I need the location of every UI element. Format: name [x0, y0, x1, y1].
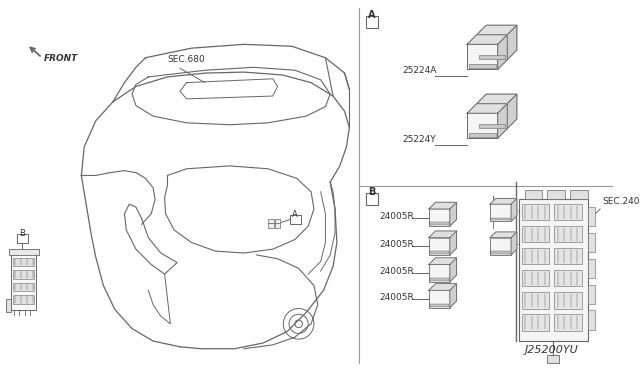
FancyBboxPatch shape	[588, 259, 595, 278]
Text: A: A	[292, 210, 298, 219]
FancyBboxPatch shape	[588, 233, 595, 252]
Text: 24005R: 24005R	[379, 293, 414, 302]
FancyBboxPatch shape	[588, 285, 595, 304]
FancyBboxPatch shape	[429, 222, 449, 225]
Polygon shape	[508, 94, 517, 129]
FancyBboxPatch shape	[588, 207, 595, 226]
FancyBboxPatch shape	[522, 270, 549, 286]
Text: 25224Y: 25224Y	[402, 135, 436, 144]
FancyBboxPatch shape	[554, 292, 582, 308]
FancyBboxPatch shape	[275, 223, 280, 228]
Polygon shape	[429, 231, 456, 238]
FancyBboxPatch shape	[469, 133, 496, 137]
FancyBboxPatch shape	[467, 44, 498, 69]
FancyBboxPatch shape	[554, 226, 582, 243]
FancyBboxPatch shape	[522, 248, 549, 264]
FancyBboxPatch shape	[429, 209, 450, 226]
FancyBboxPatch shape	[429, 251, 449, 254]
Text: B: B	[368, 187, 376, 197]
Polygon shape	[498, 104, 508, 138]
FancyBboxPatch shape	[477, 104, 508, 129]
Polygon shape	[477, 94, 517, 104]
FancyBboxPatch shape	[522, 314, 549, 331]
FancyBboxPatch shape	[13, 258, 35, 266]
FancyBboxPatch shape	[522, 226, 549, 243]
FancyBboxPatch shape	[290, 215, 301, 224]
Polygon shape	[490, 232, 517, 238]
FancyBboxPatch shape	[477, 35, 508, 60]
Polygon shape	[429, 258, 456, 264]
FancyBboxPatch shape	[490, 238, 511, 255]
Polygon shape	[450, 258, 456, 282]
FancyBboxPatch shape	[554, 248, 582, 264]
FancyBboxPatch shape	[554, 314, 582, 331]
FancyBboxPatch shape	[268, 218, 274, 223]
Polygon shape	[429, 202, 456, 209]
FancyBboxPatch shape	[570, 190, 588, 199]
FancyBboxPatch shape	[429, 238, 450, 255]
Polygon shape	[450, 283, 456, 308]
Polygon shape	[467, 104, 508, 113]
Polygon shape	[490, 198, 517, 204]
Polygon shape	[429, 283, 456, 290]
FancyBboxPatch shape	[268, 223, 274, 228]
Polygon shape	[450, 231, 456, 255]
Polygon shape	[508, 25, 517, 60]
FancyBboxPatch shape	[365, 16, 378, 28]
Polygon shape	[498, 35, 508, 69]
Polygon shape	[511, 198, 517, 221]
FancyBboxPatch shape	[8, 249, 39, 255]
Text: FRONT: FRONT	[44, 54, 78, 62]
FancyBboxPatch shape	[6, 299, 10, 312]
FancyBboxPatch shape	[13, 295, 35, 304]
FancyBboxPatch shape	[490, 204, 511, 221]
FancyBboxPatch shape	[12, 253, 36, 310]
FancyBboxPatch shape	[554, 204, 582, 221]
Text: SEC.240: SEC.240	[602, 197, 639, 206]
FancyBboxPatch shape	[275, 218, 280, 223]
Text: 24005R: 24005R	[379, 212, 414, 221]
FancyBboxPatch shape	[13, 270, 35, 279]
FancyBboxPatch shape	[491, 251, 510, 254]
Text: 24005R: 24005R	[379, 267, 414, 276]
FancyBboxPatch shape	[519, 199, 588, 341]
FancyBboxPatch shape	[429, 264, 450, 282]
FancyBboxPatch shape	[547, 355, 559, 363]
Text: SEC.680: SEC.680	[168, 55, 205, 64]
Text: B: B	[19, 229, 25, 238]
FancyBboxPatch shape	[525, 190, 541, 199]
FancyBboxPatch shape	[479, 124, 506, 128]
FancyBboxPatch shape	[547, 190, 564, 199]
FancyBboxPatch shape	[467, 113, 498, 138]
FancyBboxPatch shape	[522, 292, 549, 308]
FancyBboxPatch shape	[429, 278, 449, 281]
FancyBboxPatch shape	[491, 218, 510, 221]
FancyBboxPatch shape	[479, 55, 506, 59]
FancyBboxPatch shape	[588, 310, 595, 330]
FancyBboxPatch shape	[365, 193, 378, 205]
Polygon shape	[450, 202, 456, 226]
Text: 24005R: 24005R	[379, 240, 414, 249]
FancyBboxPatch shape	[469, 64, 496, 68]
Polygon shape	[477, 25, 517, 35]
Text: A: A	[368, 10, 376, 20]
FancyBboxPatch shape	[429, 290, 450, 308]
Polygon shape	[467, 35, 508, 44]
FancyBboxPatch shape	[522, 204, 549, 221]
Text: 25224A: 25224A	[402, 66, 436, 75]
Text: J25200YU: J25200YU	[525, 344, 579, 355]
FancyBboxPatch shape	[429, 304, 449, 307]
Polygon shape	[511, 232, 517, 255]
FancyBboxPatch shape	[13, 283, 35, 291]
FancyBboxPatch shape	[554, 270, 582, 286]
FancyBboxPatch shape	[17, 234, 28, 243]
